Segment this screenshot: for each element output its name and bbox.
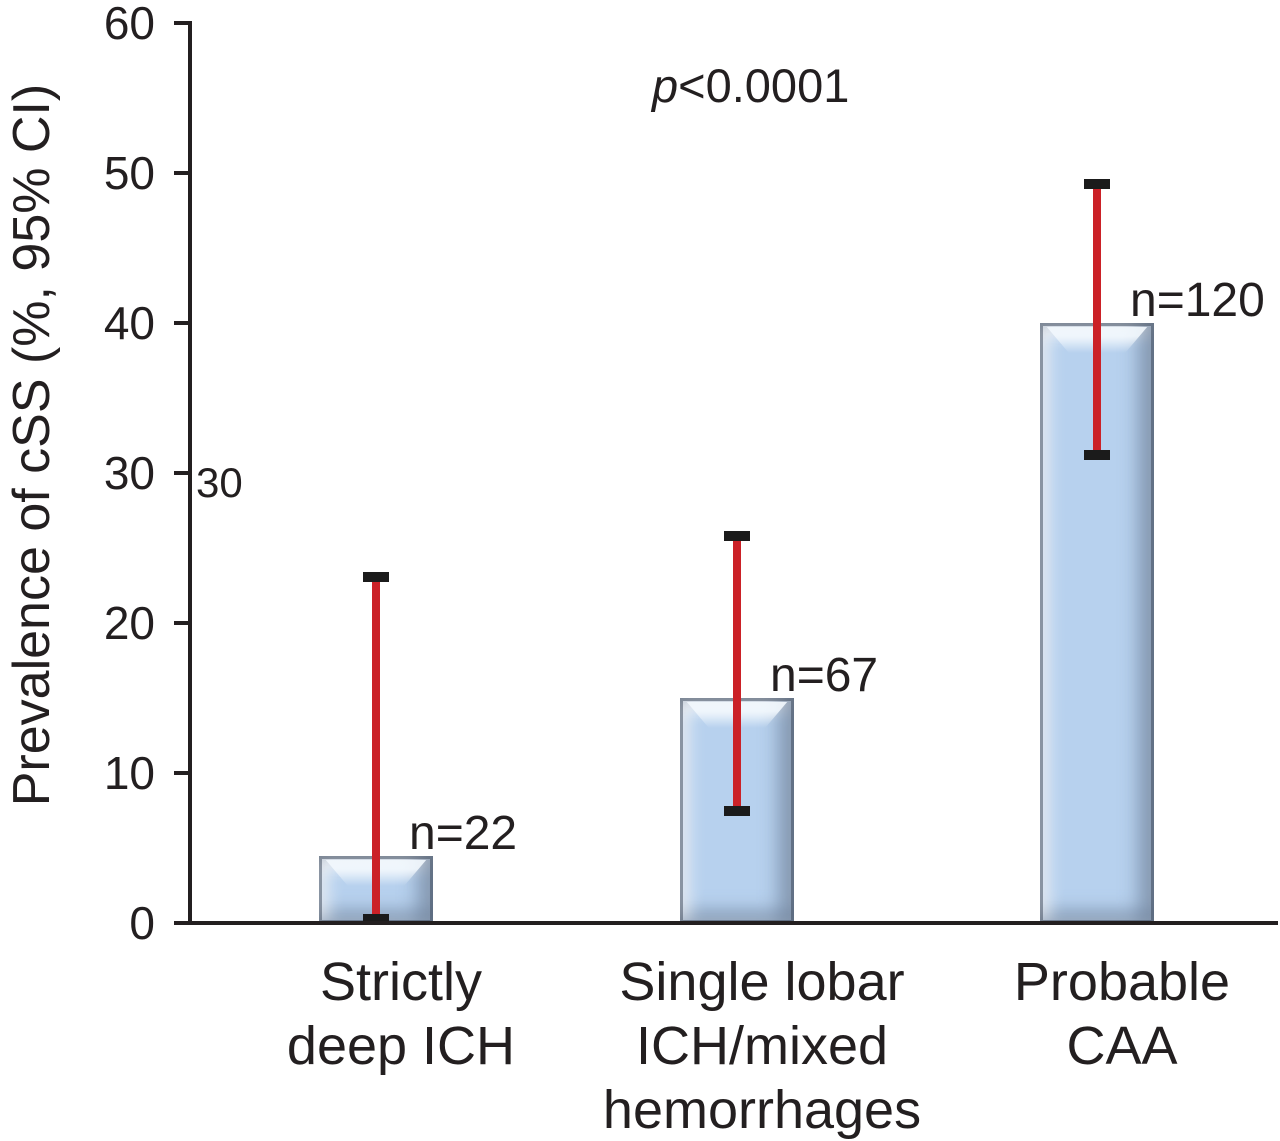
category-label-line: Single lobar xyxy=(619,952,905,1012)
n-label: n=120 xyxy=(1130,274,1265,327)
y-tick-label: 50 xyxy=(103,147,155,199)
error-bar-line xyxy=(733,536,741,811)
y-axis-tick xyxy=(174,21,190,25)
n-label: n=67 xyxy=(770,649,879,702)
y-axis-tick xyxy=(174,321,190,325)
error-bar-cap-top xyxy=(1084,179,1110,189)
n-label: n=22 xyxy=(409,807,518,860)
category-label-line: ICH/mixed xyxy=(635,1016,889,1076)
error-bar-cap-bottom xyxy=(1084,450,1110,460)
stray-30-label: 30 xyxy=(196,459,243,506)
category-label-line: Probable xyxy=(1013,952,1231,1012)
error-bar-cap-bottom xyxy=(363,914,389,924)
category-label-line: Strictly xyxy=(320,952,482,1012)
y-axis-line xyxy=(188,21,192,925)
category-label: Strictly deep ICH xyxy=(211,950,591,1078)
category-label-line: hemorrhages xyxy=(602,1080,922,1140)
error-bar-cap-top xyxy=(724,531,750,541)
p-value-symbol: p xyxy=(652,59,679,112)
p-value-text: <0.0001 xyxy=(678,59,850,112)
p-value-annotation: p<0.0001 xyxy=(652,58,849,114)
y-tick-label: 60 xyxy=(103,0,155,49)
error-bar-line xyxy=(372,577,380,919)
y-axis-tick xyxy=(174,471,190,475)
category-label-line: deep ICH xyxy=(286,1016,516,1076)
y-tick-label: 10 xyxy=(103,747,155,799)
category-label: Probable CAA xyxy=(932,950,1280,1078)
y-tick-label: 30 xyxy=(103,447,155,499)
error-bar-cap-bottom xyxy=(724,806,750,816)
category-label-line: CAA xyxy=(1066,1016,1178,1076)
y-tick-label: 20 xyxy=(103,597,155,649)
x-axis-line xyxy=(174,921,1278,925)
y-tick-label: 0 xyxy=(129,897,155,949)
y-tick-label: 40 xyxy=(103,297,155,349)
category-label: Single lobar ICH/mixed hemorrhages xyxy=(572,950,952,1141)
error-bar-line xyxy=(1093,184,1101,455)
error-bar-cap-top xyxy=(363,572,389,582)
y-axis-tick xyxy=(174,621,190,625)
y-axis-tick xyxy=(174,171,190,175)
y-axis-tick xyxy=(174,771,190,775)
